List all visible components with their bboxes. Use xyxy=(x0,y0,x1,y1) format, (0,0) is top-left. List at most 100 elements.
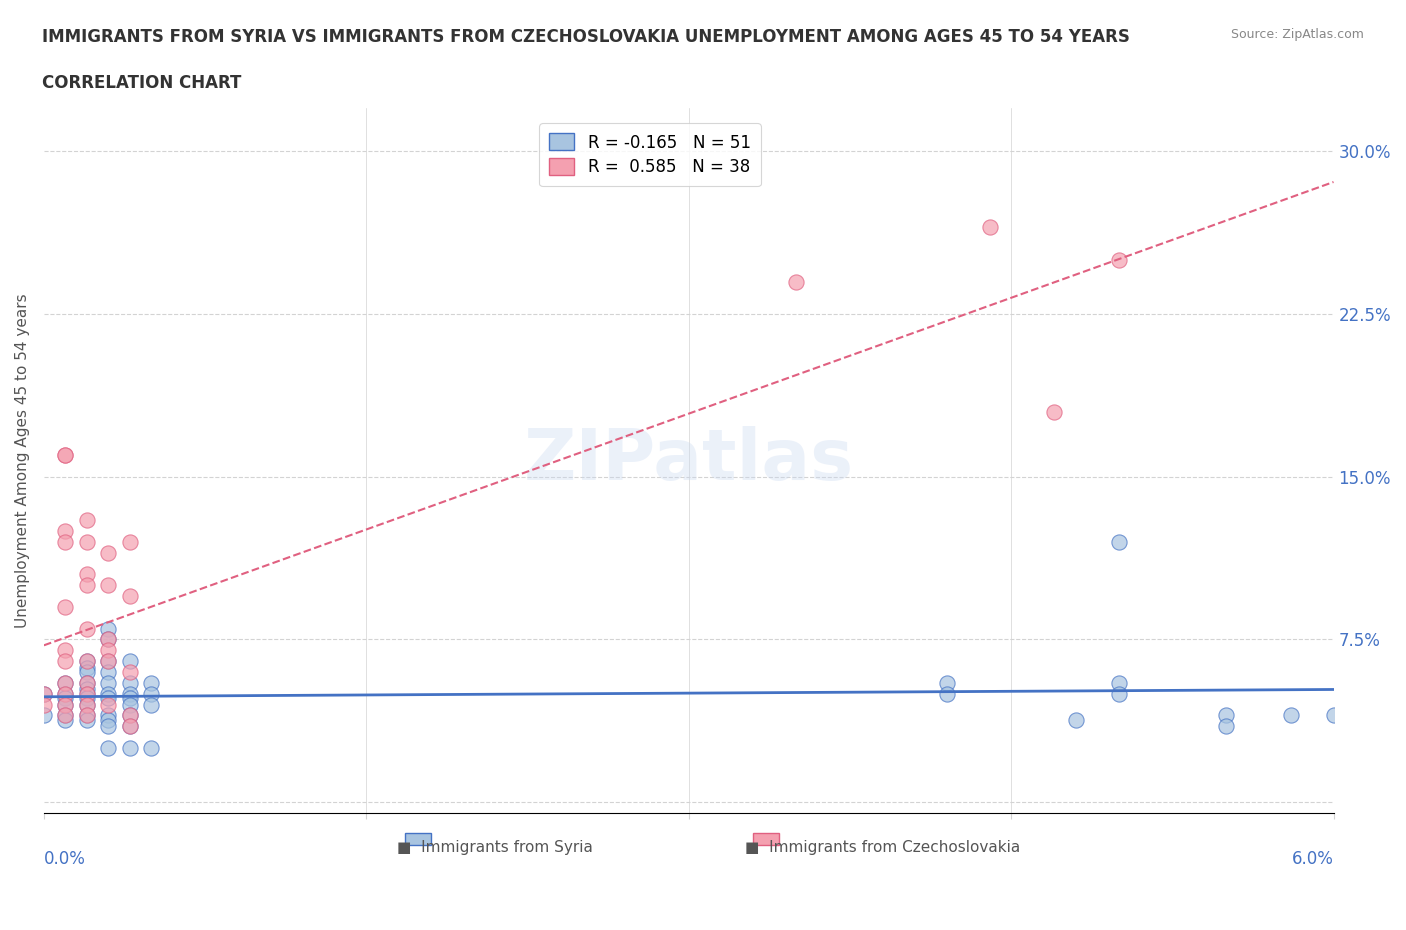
Point xyxy=(76,578,98,592)
Point xyxy=(97,740,120,755)
Point xyxy=(785,274,807,289)
Point xyxy=(55,600,77,615)
Point xyxy=(979,219,1001,234)
Point xyxy=(1108,252,1130,267)
Point xyxy=(97,643,120,658)
Point xyxy=(32,708,55,723)
Point xyxy=(935,675,957,690)
Point xyxy=(141,686,163,701)
Point xyxy=(97,698,120,712)
Point xyxy=(118,675,141,690)
Point xyxy=(118,686,141,701)
Point xyxy=(1279,708,1302,723)
Point xyxy=(118,698,141,712)
Legend: R = -0.165   N = 51, R =  0.585   N = 38: R = -0.165 N = 51, R = 0.585 N = 38 xyxy=(540,124,761,186)
Point xyxy=(76,708,98,723)
Point xyxy=(97,708,120,723)
Text: ■  Immigrants from Syria: ■ Immigrants from Syria xyxy=(398,840,593,855)
Point xyxy=(97,691,120,706)
Point xyxy=(141,675,163,690)
Point xyxy=(1215,719,1237,734)
Point xyxy=(118,740,141,755)
Point xyxy=(118,708,141,723)
Point xyxy=(55,698,77,712)
Point xyxy=(118,535,141,550)
Point xyxy=(76,698,98,712)
Point xyxy=(97,675,120,690)
Point xyxy=(55,643,77,658)
FancyBboxPatch shape xyxy=(754,832,779,845)
Point xyxy=(97,654,120,669)
Point xyxy=(55,691,77,706)
Y-axis label: Unemployment Among Ages 45 to 54 years: Unemployment Among Ages 45 to 54 years xyxy=(15,293,30,628)
Point xyxy=(1215,708,1237,723)
Text: 0.0%: 0.0% xyxy=(44,850,86,868)
Point xyxy=(55,708,77,723)
Point xyxy=(55,686,77,701)
Point xyxy=(76,686,98,701)
Point xyxy=(97,632,120,647)
Point xyxy=(55,675,77,690)
Point xyxy=(76,708,98,723)
Point xyxy=(76,621,98,636)
Point xyxy=(76,675,98,690)
Text: 6.0%: 6.0% xyxy=(1292,850,1333,868)
Point xyxy=(97,712,120,727)
Point xyxy=(76,691,98,706)
Point xyxy=(141,740,163,755)
Point xyxy=(55,708,77,723)
Point xyxy=(1108,535,1130,550)
Point xyxy=(76,675,98,690)
Point xyxy=(97,621,120,636)
Point xyxy=(118,719,141,734)
Point xyxy=(32,686,55,701)
Point xyxy=(76,665,98,680)
Point xyxy=(76,712,98,727)
Point xyxy=(55,698,77,712)
Point xyxy=(118,719,141,734)
Point xyxy=(76,682,98,697)
Point xyxy=(76,535,98,550)
Point xyxy=(76,654,98,669)
Point xyxy=(935,686,957,701)
Point xyxy=(97,665,120,680)
Text: CORRELATION CHART: CORRELATION CHART xyxy=(42,74,242,92)
Point xyxy=(55,447,77,462)
Point xyxy=(97,686,120,701)
Text: ■  Immigrants from Czechoslovakia: ■ Immigrants from Czechoslovakia xyxy=(745,840,1019,855)
Point xyxy=(1108,675,1130,690)
Point xyxy=(76,512,98,527)
Point xyxy=(1322,708,1344,723)
Point xyxy=(76,698,98,712)
Point xyxy=(1108,686,1130,701)
Point xyxy=(32,686,55,701)
Point xyxy=(118,665,141,680)
Point xyxy=(55,524,77,538)
Text: IMMIGRANTS FROM SYRIA VS IMMIGRANTS FROM CZECHOSLOVAKIA UNEMPLOYMENT AMONG AGES : IMMIGRANTS FROM SYRIA VS IMMIGRANTS FROM… xyxy=(42,28,1130,46)
Point xyxy=(76,686,98,701)
Point xyxy=(1064,712,1087,727)
Point xyxy=(55,712,77,727)
FancyBboxPatch shape xyxy=(405,832,430,845)
Point xyxy=(55,654,77,669)
Point xyxy=(55,447,77,462)
Point xyxy=(141,698,163,712)
Point xyxy=(55,535,77,550)
Point xyxy=(118,691,141,706)
Point xyxy=(76,567,98,582)
Point xyxy=(118,708,141,723)
Point xyxy=(97,578,120,592)
Point xyxy=(55,686,77,701)
Point xyxy=(1043,405,1066,419)
Point xyxy=(97,545,120,560)
Point xyxy=(97,719,120,734)
Point xyxy=(76,654,98,669)
Point xyxy=(118,589,141,604)
Point xyxy=(97,654,120,669)
Point xyxy=(55,675,77,690)
Text: ZIPatlas: ZIPatlas xyxy=(523,426,853,495)
Text: Source: ZipAtlas.com: Source: ZipAtlas.com xyxy=(1230,28,1364,41)
Point xyxy=(118,654,141,669)
Point xyxy=(76,660,98,675)
Point xyxy=(32,698,55,712)
